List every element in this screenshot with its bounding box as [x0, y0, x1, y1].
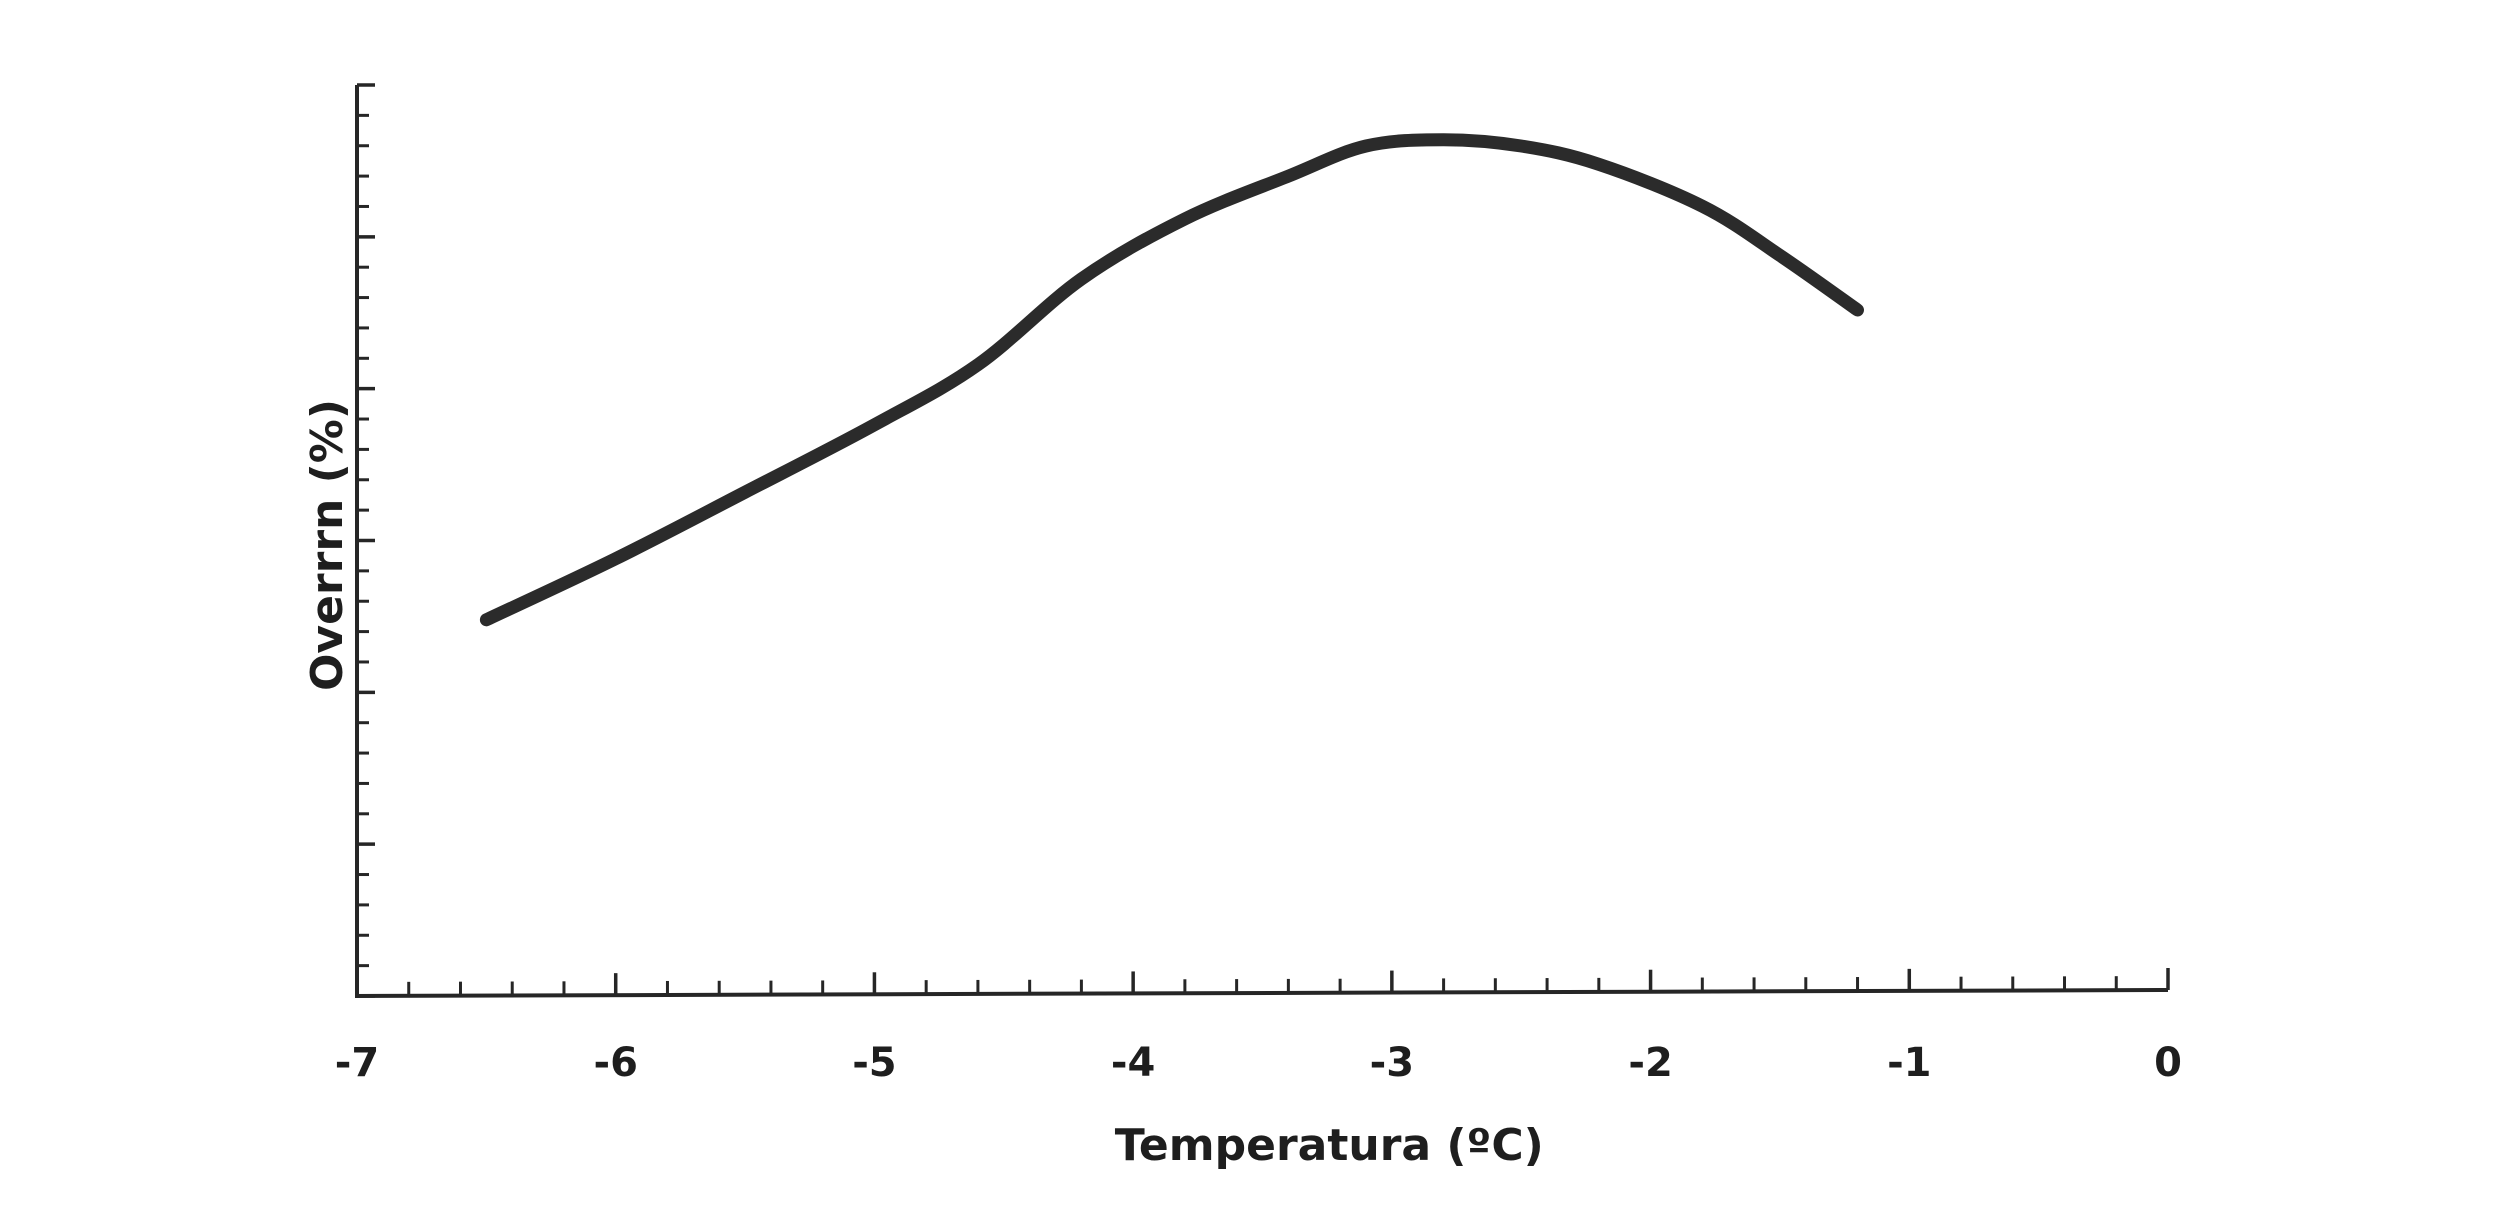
x-tick-label: -1: [1887, 1040, 1931, 1086]
x-tick-label: -2: [1628, 1040, 1672, 1086]
x-axis-line: [354, 988, 2169, 998]
x-tick-label: -6: [593, 1040, 637, 1086]
x-tick-label: 0: [2154, 1040, 2182, 1086]
series-line: [479, 133, 1864, 627]
y-axis-ticks: [357, 83, 375, 998]
x-tick-label: -3: [1370, 1040, 1414, 1086]
y-axis-title: Overrrn (%): [302, 399, 353, 691]
x-tick-label: -5: [852, 1040, 896, 1086]
x-axis-title: Temperatura (ºC): [1115, 1120, 1544, 1171]
x-axis-ticks: [355, 968, 2170, 996]
x-tick-label: -4: [1111, 1040, 1155, 1086]
axes: -7 -6 -5 -4 -3 -2 -1 0: [335, 83, 2182, 1086]
series-group: [479, 133, 1864, 627]
x-tick-label: -7: [335, 1040, 379, 1086]
x-axis-tick-labels: -7 -6 -5 -4 -3 -2 -1 0: [335, 1040, 2182, 1086]
